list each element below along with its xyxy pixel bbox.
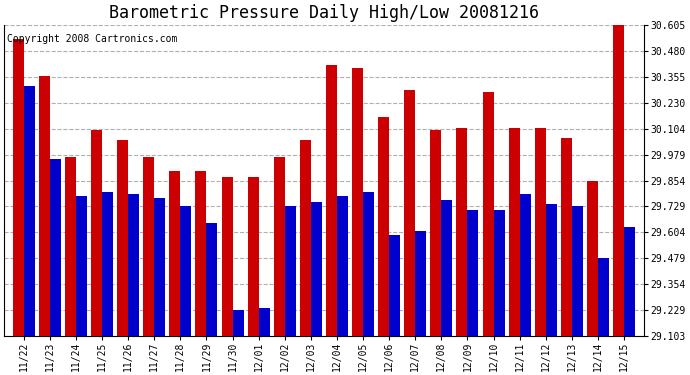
Bar [326, 66, 337, 336]
Bar [337, 196, 348, 336]
Bar [624, 227, 635, 336]
Bar [274, 156, 285, 336]
Bar [598, 258, 609, 336]
Bar [50, 159, 61, 336]
Bar [311, 202, 322, 336]
Bar [195, 171, 206, 336]
Bar [493, 210, 504, 336]
Bar [206, 223, 217, 336]
Bar [180, 206, 191, 336]
Bar [248, 177, 259, 336]
Bar [442, 200, 453, 336]
Bar [76, 196, 87, 336]
Bar [259, 308, 270, 336]
Bar [363, 192, 374, 336]
Bar [482, 92, 493, 336]
Bar [520, 194, 531, 336]
Bar [404, 90, 415, 336]
Bar [169, 171, 180, 336]
Bar [572, 206, 583, 336]
Bar [389, 235, 400, 336]
Bar [546, 204, 557, 336]
Bar [352, 68, 363, 336]
Bar [431, 130, 442, 336]
Bar [221, 177, 233, 336]
Bar [613, 16, 624, 336]
Bar [561, 138, 572, 336]
Bar [39, 76, 50, 336]
Bar [155, 198, 165, 336]
Bar [300, 140, 311, 336]
Bar [23, 86, 34, 336]
Text: Copyright 2008 Cartronics.com: Copyright 2008 Cartronics.com [8, 34, 178, 44]
Bar [65, 156, 76, 336]
Bar [415, 231, 426, 336]
Bar [102, 192, 113, 336]
Bar [117, 140, 128, 336]
Bar [378, 117, 389, 336]
Bar [144, 156, 155, 336]
Bar [587, 182, 598, 336]
Title: Barometric Pressure Daily High/Low 20081216: Barometric Pressure Daily High/Low 20081… [109, 4, 539, 22]
Bar [467, 210, 478, 336]
Bar [285, 206, 296, 336]
Bar [535, 128, 546, 336]
Bar [91, 130, 102, 336]
Bar [128, 194, 139, 336]
Bar [233, 310, 244, 336]
Bar [457, 128, 467, 336]
Bar [13, 39, 23, 336]
Bar [509, 128, 520, 336]
